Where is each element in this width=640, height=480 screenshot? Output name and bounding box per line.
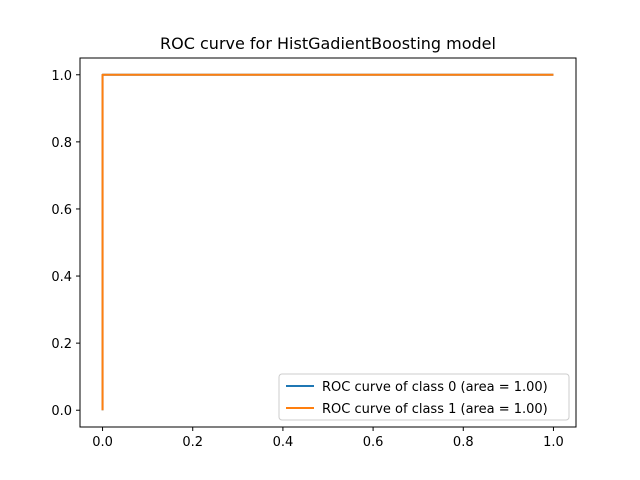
y-tick-label: 0.6 (51, 203, 72, 218)
plot-area (79, 57, 577, 428)
x-tick-label: 1.0 (543, 435, 564, 450)
axis-ticks: 0.0 0.2 0.4 0.6 0.8 1.0 0.0 0.2 0.4 0.6 0.8 1.0 (51, 69, 563, 450)
y-tick-label: 1.0 (51, 69, 72, 84)
series-line-class-0 (101, 73, 554, 411)
legend-label: ROC curve of class 0 (area = 1.00) (322, 380, 548, 395)
x-tick-label: 0.8 (453, 435, 474, 450)
x-tick-label: 0.0 (92, 435, 113, 450)
legend-box (278, 373, 570, 421)
series-line-class-1 (101, 73, 554, 411)
x-tick-label: 0.6 (363, 435, 384, 450)
y-tick-label: 0.8 (51, 136, 72, 151)
legend: ROC curve of class 0 (area = 1.00) ROC cu… (278, 373, 570, 421)
chart-title: ROC curve for HistGadientBoosting model (160, 34, 496, 53)
x-tick-label: 0.4 (273, 435, 294, 450)
y-tick-label: 0.2 (51, 337, 72, 352)
series-layer (101, 73, 554, 411)
y-tick-label: 0.0 (51, 404, 72, 419)
x-tick-label: 0.2 (182, 435, 203, 450)
y-tick-label: 0.4 (51, 270, 72, 285)
legend-label: ROC curve of class 1 (area = 1.00) (322, 402, 548, 417)
